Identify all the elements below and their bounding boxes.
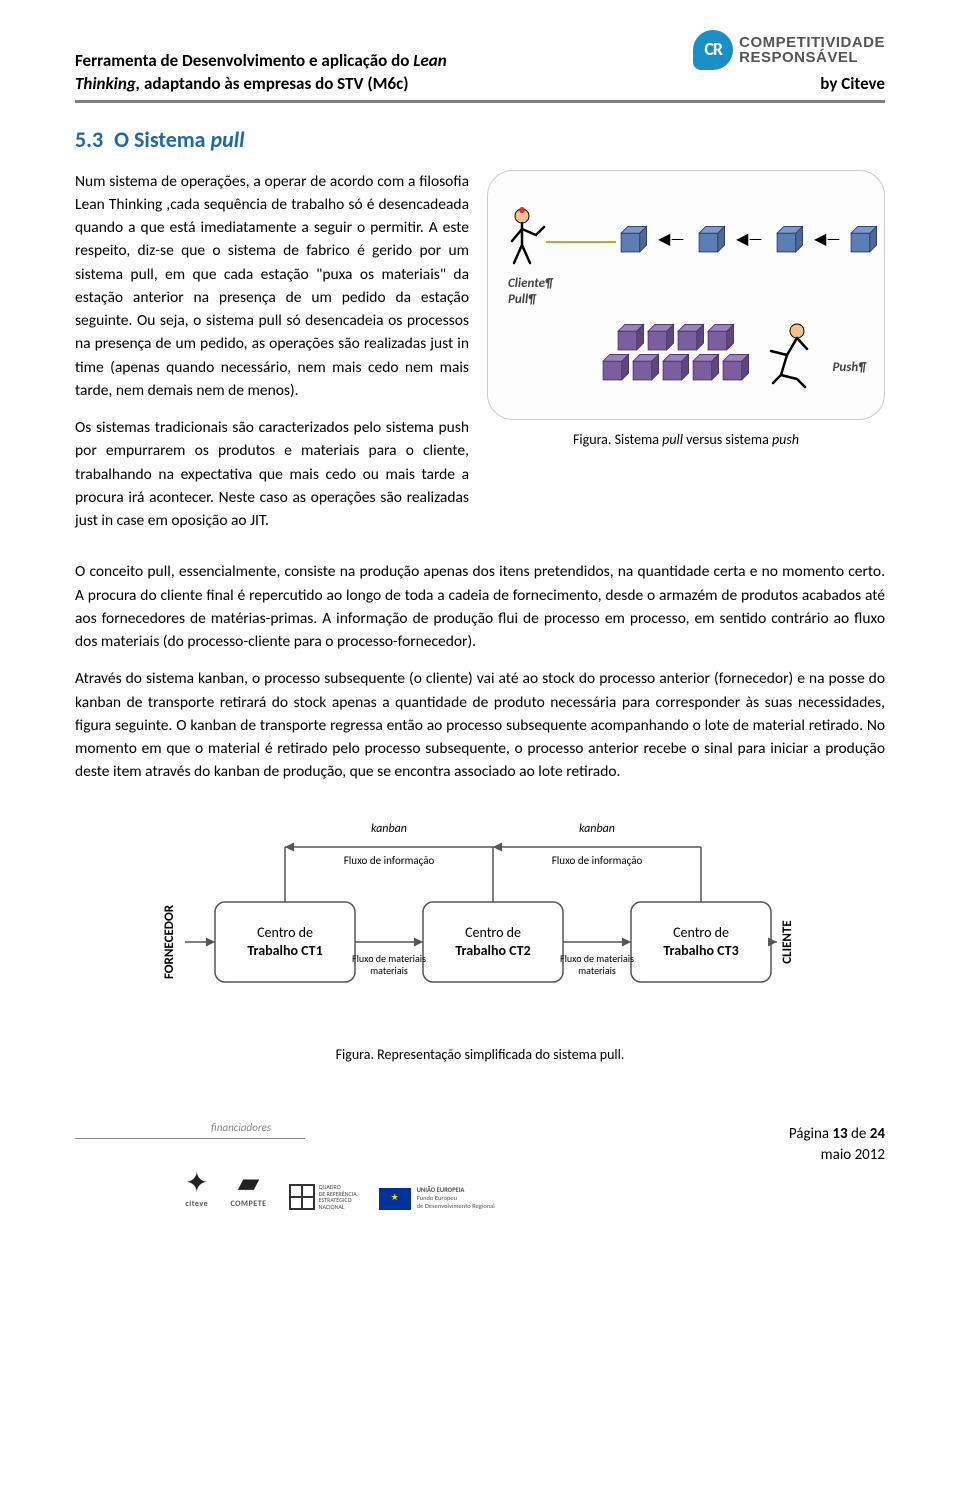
cr-line2: RESPONSÁVEL bbox=[739, 50, 885, 65]
paragraph-3: O conceito pull, essencialmente, consist… bbox=[75, 560, 885, 653]
pull-cube-4 bbox=[846, 223, 880, 257]
cr-badge-icon: CR bbox=[693, 30, 733, 70]
fig1-cap-b: pull bbox=[662, 431, 683, 448]
fig2-cap: Figura. Representação simplificada do si… bbox=[336, 1046, 625, 1063]
cr-logo: CR COMPETITIVIDADE RESPONSÁVEL bbox=[693, 30, 885, 70]
content-flow: Num sistema de operações, a operar de ac… bbox=[75, 170, 885, 547]
svg-text:materiais: materiais bbox=[578, 964, 616, 977]
compete-icon: ▰ bbox=[238, 1169, 260, 1197]
section-number: 5.3 bbox=[75, 126, 103, 153]
figure-kanban-flow: FORNECEDOR CLIENTE Centro de Trabalho CT… bbox=[155, 802, 805, 1065]
pull-arrow-3: ◀— bbox=[814, 229, 841, 251]
svg-text:Centro de: Centro de bbox=[465, 924, 521, 941]
push-cube-1 bbox=[598, 351, 632, 385]
header-title: Ferramenta de Desenvolvimento e aplicaçã… bbox=[75, 50, 447, 96]
header-title-italic1: Lean bbox=[413, 50, 446, 71]
header-title-part2: adaptando às empresas do STV (M6c) bbox=[140, 73, 408, 94]
financiadores-label: financiadores bbox=[205, 1120, 277, 1135]
push-cube-7 bbox=[643, 321, 677, 355]
compete-logo: ▰ COMPETE bbox=[230, 1169, 266, 1210]
push-person-icon bbox=[763, 321, 818, 397]
left-column: Num sistema de operações, a operar de ac… bbox=[75, 170, 469, 547]
qren-text: QUADRODE REFERÊNCIAESTRATÉGICONACIONAL bbox=[319, 1184, 357, 1210]
push-cube-6 bbox=[613, 321, 647, 355]
pull-cube-3 bbox=[772, 223, 806, 257]
fig1-cap-c: versus sistema bbox=[683, 431, 772, 448]
section-title-b: pull bbox=[211, 126, 245, 153]
push-cube-2 bbox=[628, 351, 662, 385]
paragraph-2: Os sistemas tradicionais são caracteriza… bbox=[75, 416, 469, 532]
page-footer: financiadores ✦ citeve ▰ COMPETE QUADROD… bbox=[75, 1124, 885, 1254]
page-total: 24 bbox=[870, 1125, 885, 1143]
cr-logo-text: COMPETITIVIDADE RESPONSÁVEL bbox=[739, 35, 885, 65]
fig1-cap-a: Figura. Sistema bbox=[573, 431, 662, 448]
cliente-label: CLIENTE bbox=[780, 920, 795, 964]
figure2-caption: Figura. Representação simplificada do si… bbox=[155, 1045, 805, 1065]
svg-text:kanban: kanban bbox=[371, 822, 407, 836]
eu-text: UNIÃO EUROPEIA Fundo Europeu de Desenvol… bbox=[417, 1187, 495, 1210]
push-cube-5 bbox=[718, 351, 752, 385]
page-label-b: de bbox=[848, 1125, 870, 1143]
cr-line1: COMPETITIVIDADE bbox=[739, 35, 885, 50]
svg-text:Centro de: Centro de bbox=[257, 924, 313, 941]
fig1-cliente-label: Cliente¶ bbox=[508, 276, 553, 293]
push-cube-9 bbox=[703, 321, 737, 355]
compete-label: COMPETE bbox=[230, 1199, 266, 1210]
header-right: CR COMPETITIVIDADE RESPONSÁVEL by Citeve bbox=[693, 30, 885, 96]
fornecedor-label: FORNECEDOR bbox=[162, 904, 177, 979]
byline: by Citeve bbox=[820, 72, 885, 96]
kanban-diagram: FORNECEDOR CLIENTE Centro de Trabalho CT… bbox=[155, 802, 805, 1032]
footer-divider bbox=[75, 1138, 305, 1139]
svg-text:Fluxo de informação: Fluxo de informação bbox=[552, 854, 643, 867]
citeve-icon: ✦ bbox=[185, 1169, 208, 1197]
push-cube-8 bbox=[673, 321, 707, 355]
fig1-cap-d: push bbox=[772, 431, 799, 448]
pull-arrow-1: ◀— bbox=[658, 229, 685, 251]
pull-labels: Cliente¶ Pull¶ bbox=[508, 276, 553, 310]
pull-arrow-2: ◀— bbox=[736, 229, 763, 251]
push-cube-3 bbox=[658, 351, 692, 385]
paragraph-4: Através do sistema kanban, o processo su… bbox=[75, 667, 885, 783]
fig1-pull-label: Pull¶ bbox=[508, 292, 553, 309]
citeve-label: citeve bbox=[185, 1199, 208, 1210]
pull-rope bbox=[546, 241, 616, 243]
section-heading: 5.3 O Sistema pull bbox=[75, 125, 885, 156]
push-cube-4 bbox=[688, 351, 722, 385]
page-date: maio 2012 bbox=[821, 1146, 885, 1164]
paragraph-1: Num sistema de operações, a operar de ac… bbox=[75, 170, 469, 403]
svg-text:Trabalho CT1: Trabalho CT1 bbox=[247, 942, 322, 959]
header-title-part1: Ferramenta de Desenvolvimento e aplicaçã… bbox=[75, 50, 413, 71]
fig1-push-label: Push¶ bbox=[832, 359, 866, 377]
figure1-caption: Figura. Sistema pull versus sistema push bbox=[487, 430, 885, 450]
svg-text:Fluxo de informação: Fluxo de informação bbox=[344, 854, 435, 867]
eu-logo: ★ UNIÃO EUROPEIA Fundo Europeu de Desenv… bbox=[379, 1187, 495, 1210]
figure1-box: ◀— ◀— ◀— Cliente¶ Pull¶ bbox=[487, 170, 885, 420]
header-title-italic2: Thinking, bbox=[75, 73, 140, 94]
section-title-a: O Sistema bbox=[114, 126, 210, 153]
figure-pull-push: ◀— ◀— ◀— Cliente¶ Pull¶ bbox=[487, 170, 885, 547]
page-label-a: Página bbox=[789, 1125, 833, 1143]
pull-cube-2 bbox=[694, 223, 728, 257]
svg-text:Centro de: Centro de bbox=[673, 924, 729, 941]
client-person-icon bbox=[508, 207, 550, 273]
page-current: 13 bbox=[832, 1125, 847, 1143]
pull-cube-1 bbox=[616, 223, 650, 257]
svg-text:Trabalho CT3: Trabalho CT3 bbox=[663, 942, 738, 959]
svg-text:kanban: kanban bbox=[579, 822, 615, 836]
svg-text:Trabalho CT2: Trabalho CT2 bbox=[455, 942, 530, 959]
svg-text:materiais: materiais bbox=[370, 964, 408, 977]
footer-logos: ✦ citeve ▰ COMPETE QUADRODE REFERÊNCIAES… bbox=[185, 1169, 495, 1210]
page-number: Página 13 de 24 maio 2012 bbox=[789, 1124, 885, 1166]
qren-logo: QUADRODE REFERÊNCIAESTRATÉGICONACIONAL bbox=[289, 1184, 357, 1210]
page-header: Ferramenta de Desenvolvimento e aplicaçã… bbox=[75, 30, 885, 103]
eu-flag-icon: ★ bbox=[379, 1188, 411, 1210]
citeve-logo: ✦ citeve bbox=[185, 1169, 208, 1210]
qren-icon bbox=[289, 1184, 315, 1210]
